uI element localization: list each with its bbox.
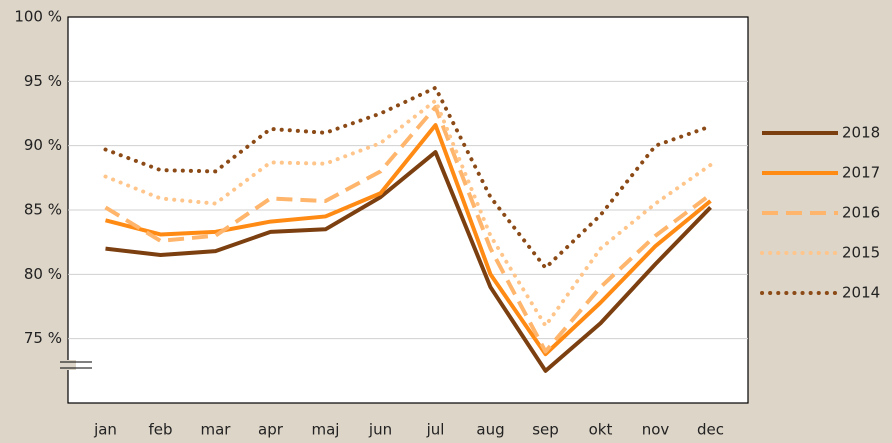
legend-label: 2014 xyxy=(842,284,880,302)
legend-label: 2016 xyxy=(842,204,880,222)
x-tick-label: jun xyxy=(368,421,392,439)
x-tick-label: apr xyxy=(258,421,284,439)
y-tick-label: 80 % xyxy=(24,265,62,283)
x-tick-label: dec xyxy=(697,421,724,439)
y-tick-label: 75 % xyxy=(24,329,62,347)
y-tick-label: 95 % xyxy=(24,72,62,90)
x-tick-label: jan xyxy=(93,421,117,439)
x-tick-label: jul xyxy=(426,421,445,439)
y-tick-label: 85 % xyxy=(24,201,62,219)
x-tick-label: maj xyxy=(312,421,340,439)
axis-break xyxy=(62,360,76,370)
series-line xyxy=(104,105,712,354)
y-tick-label: 90 % xyxy=(24,136,62,154)
x-tick-label: mar xyxy=(201,421,232,439)
legend-label: 2017 xyxy=(842,164,880,182)
series-line xyxy=(105,123,712,357)
series-line xyxy=(103,98,713,328)
x-tick-label: okt xyxy=(589,421,613,439)
x-tick-label: aug xyxy=(476,421,504,439)
legend-label: 2018 xyxy=(842,124,880,142)
x-tick-label: feb xyxy=(148,421,172,439)
series-line xyxy=(103,85,713,270)
legend-label: 2015 xyxy=(842,244,880,262)
series-line xyxy=(105,150,712,373)
x-tick-label: sep xyxy=(532,421,559,439)
y-tick-label: 100 % xyxy=(14,8,62,26)
x-tick-label: nov xyxy=(642,421,670,439)
